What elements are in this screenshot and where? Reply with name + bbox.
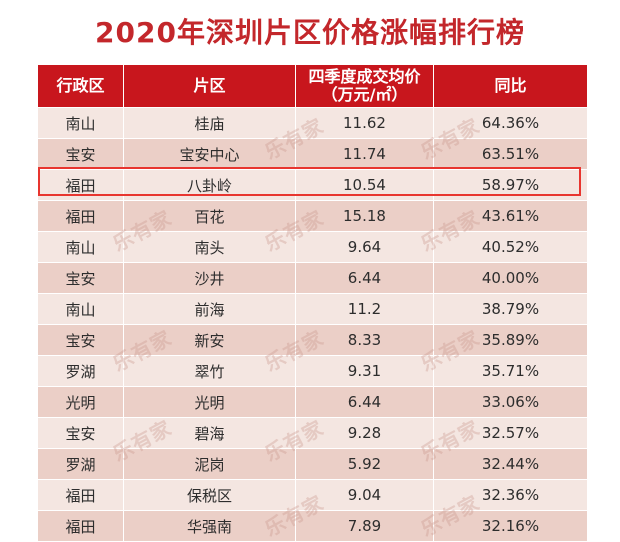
table-row: 宝安 沙井 6.44 40.00% xyxy=(37,262,588,294)
cell-price: 9.31 xyxy=(295,355,434,387)
cell-area: 宝安中心 xyxy=(123,138,296,170)
cell-price: 6.44 xyxy=(295,386,434,418)
cell-district: 宝安 xyxy=(37,417,124,449)
cell-area: 保税区 xyxy=(123,479,296,511)
table-row: 福田 华强南 7.89 32.16% xyxy=(37,510,588,542)
cell-price: 7.89 xyxy=(295,510,434,542)
cell-growth: 63.51% xyxy=(433,138,588,170)
table-row: 南山 前海 11.2 38.79% xyxy=(37,293,588,325)
table-header-row: 行政区 片区 四季度成交均价 （万元/㎡） 同比 xyxy=(37,64,588,108)
header-district: 行政区 xyxy=(37,64,124,108)
table-row: 宝安 新安 8.33 35.89% xyxy=(37,324,588,356)
cell-growth: 35.71% xyxy=(433,355,588,387)
cell-area: 泥岗 xyxy=(123,448,296,480)
table-row: 罗湖 泥岗 5.92 32.44% xyxy=(37,448,588,480)
cell-price: 8.33 xyxy=(295,324,434,356)
cell-district: 福田 xyxy=(37,200,124,232)
cell-growth: 32.16% xyxy=(433,510,588,542)
table-row: 福田 百花 15.18 43.61% xyxy=(37,200,588,232)
cell-price: 9.04 xyxy=(295,479,434,511)
cell-district: 宝安 xyxy=(37,138,124,170)
cell-growth: 35.89% xyxy=(433,324,588,356)
cell-district: 南山 xyxy=(37,107,124,139)
cell-price: 10.54 xyxy=(295,169,434,201)
table-row: 光明 光明 6.44 33.06% xyxy=(37,386,588,418)
cell-growth: 32.57% xyxy=(433,417,588,449)
cell-district: 光明 xyxy=(37,386,124,418)
cell-growth: 33.06% xyxy=(433,386,588,418)
cell-district: 福田 xyxy=(37,169,124,201)
cell-price: 11.74 xyxy=(295,138,434,170)
cell-district: 罗湖 xyxy=(37,448,124,480)
header-price-line1: 四季度成交均价 xyxy=(308,67,421,86)
cell-area: 前海 xyxy=(123,293,296,325)
header-price-line2: （万元/㎡） xyxy=(321,85,408,104)
cell-price: 6.44 xyxy=(295,262,434,294)
table-row: 罗湖 翠竹 9.31 35.71% xyxy=(37,355,588,387)
cell-district: 宝安 xyxy=(37,324,124,356)
cell-growth: 64.36% xyxy=(433,107,588,139)
cell-district: 福田 xyxy=(37,479,124,511)
table-row: 福田 八卦岭 10.54 58.97% xyxy=(37,169,588,201)
cell-area: 碧海 xyxy=(123,417,296,449)
cell-price: 9.28 xyxy=(295,417,434,449)
cell-price: 5.92 xyxy=(295,448,434,480)
cell-price: 11.62 xyxy=(295,107,434,139)
cell-growth: 43.61% xyxy=(433,200,588,232)
table-row: 宝安 碧海 9.28 32.57% xyxy=(37,417,588,449)
cell-area: 新安 xyxy=(123,324,296,356)
table-row: 宝安 宝安中心 11.74 63.51% xyxy=(37,138,588,170)
cell-area: 南头 xyxy=(123,231,296,263)
page-title: 2020年深圳片区价格涨幅排行榜 xyxy=(95,16,525,49)
table-row: 南山 南头 9.64 40.52% xyxy=(37,231,588,263)
table-body: 南山 桂庙 11.62 64.36% 宝安 宝安中心 11.74 63.51% 福田 八卦岭 10.… xyxy=(37,107,588,542)
cell-district: 南山 xyxy=(37,293,124,325)
cell-price: 9.64 xyxy=(295,231,434,263)
header-price: 四季度成交均价 （万元/㎡） xyxy=(295,64,434,108)
cell-growth: 40.00% xyxy=(433,262,588,294)
header-area: 片区 xyxy=(123,64,296,108)
cell-growth: 40.52% xyxy=(433,231,588,263)
cell-area: 翠竹 xyxy=(123,355,296,387)
cell-district: 罗湖 xyxy=(37,355,124,387)
cell-area: 百花 xyxy=(123,200,296,232)
table-row: 福田 保税区 9.04 32.36% xyxy=(37,479,588,511)
table-row: 南山 桂庙 11.62 64.36% xyxy=(37,107,588,139)
cell-district: 南山 xyxy=(37,231,124,263)
ranking-table: 行政区 片区 四季度成交均价 （万元/㎡） 同比 南山 桂庙 11.62 64.36%… xyxy=(37,64,588,542)
cell-district: 宝安 xyxy=(37,262,124,294)
cell-growth: 58.97% xyxy=(433,169,588,201)
header-growth: 同比 xyxy=(433,64,588,108)
cell-growth: 32.36% xyxy=(433,479,588,511)
cell-area: 桂庙 xyxy=(123,107,296,139)
cell-area: 八卦岭 xyxy=(123,169,296,201)
cell-growth: 38.79% xyxy=(433,293,588,325)
cell-price: 11.2 xyxy=(295,293,434,325)
cell-growth: 32.44% xyxy=(433,448,588,480)
cell-price: 15.18 xyxy=(295,200,434,232)
cell-area: 光明 xyxy=(123,386,296,418)
cell-area: 华强南 xyxy=(123,510,296,542)
cell-district: 福田 xyxy=(37,510,124,542)
cell-area: 沙井 xyxy=(123,262,296,294)
